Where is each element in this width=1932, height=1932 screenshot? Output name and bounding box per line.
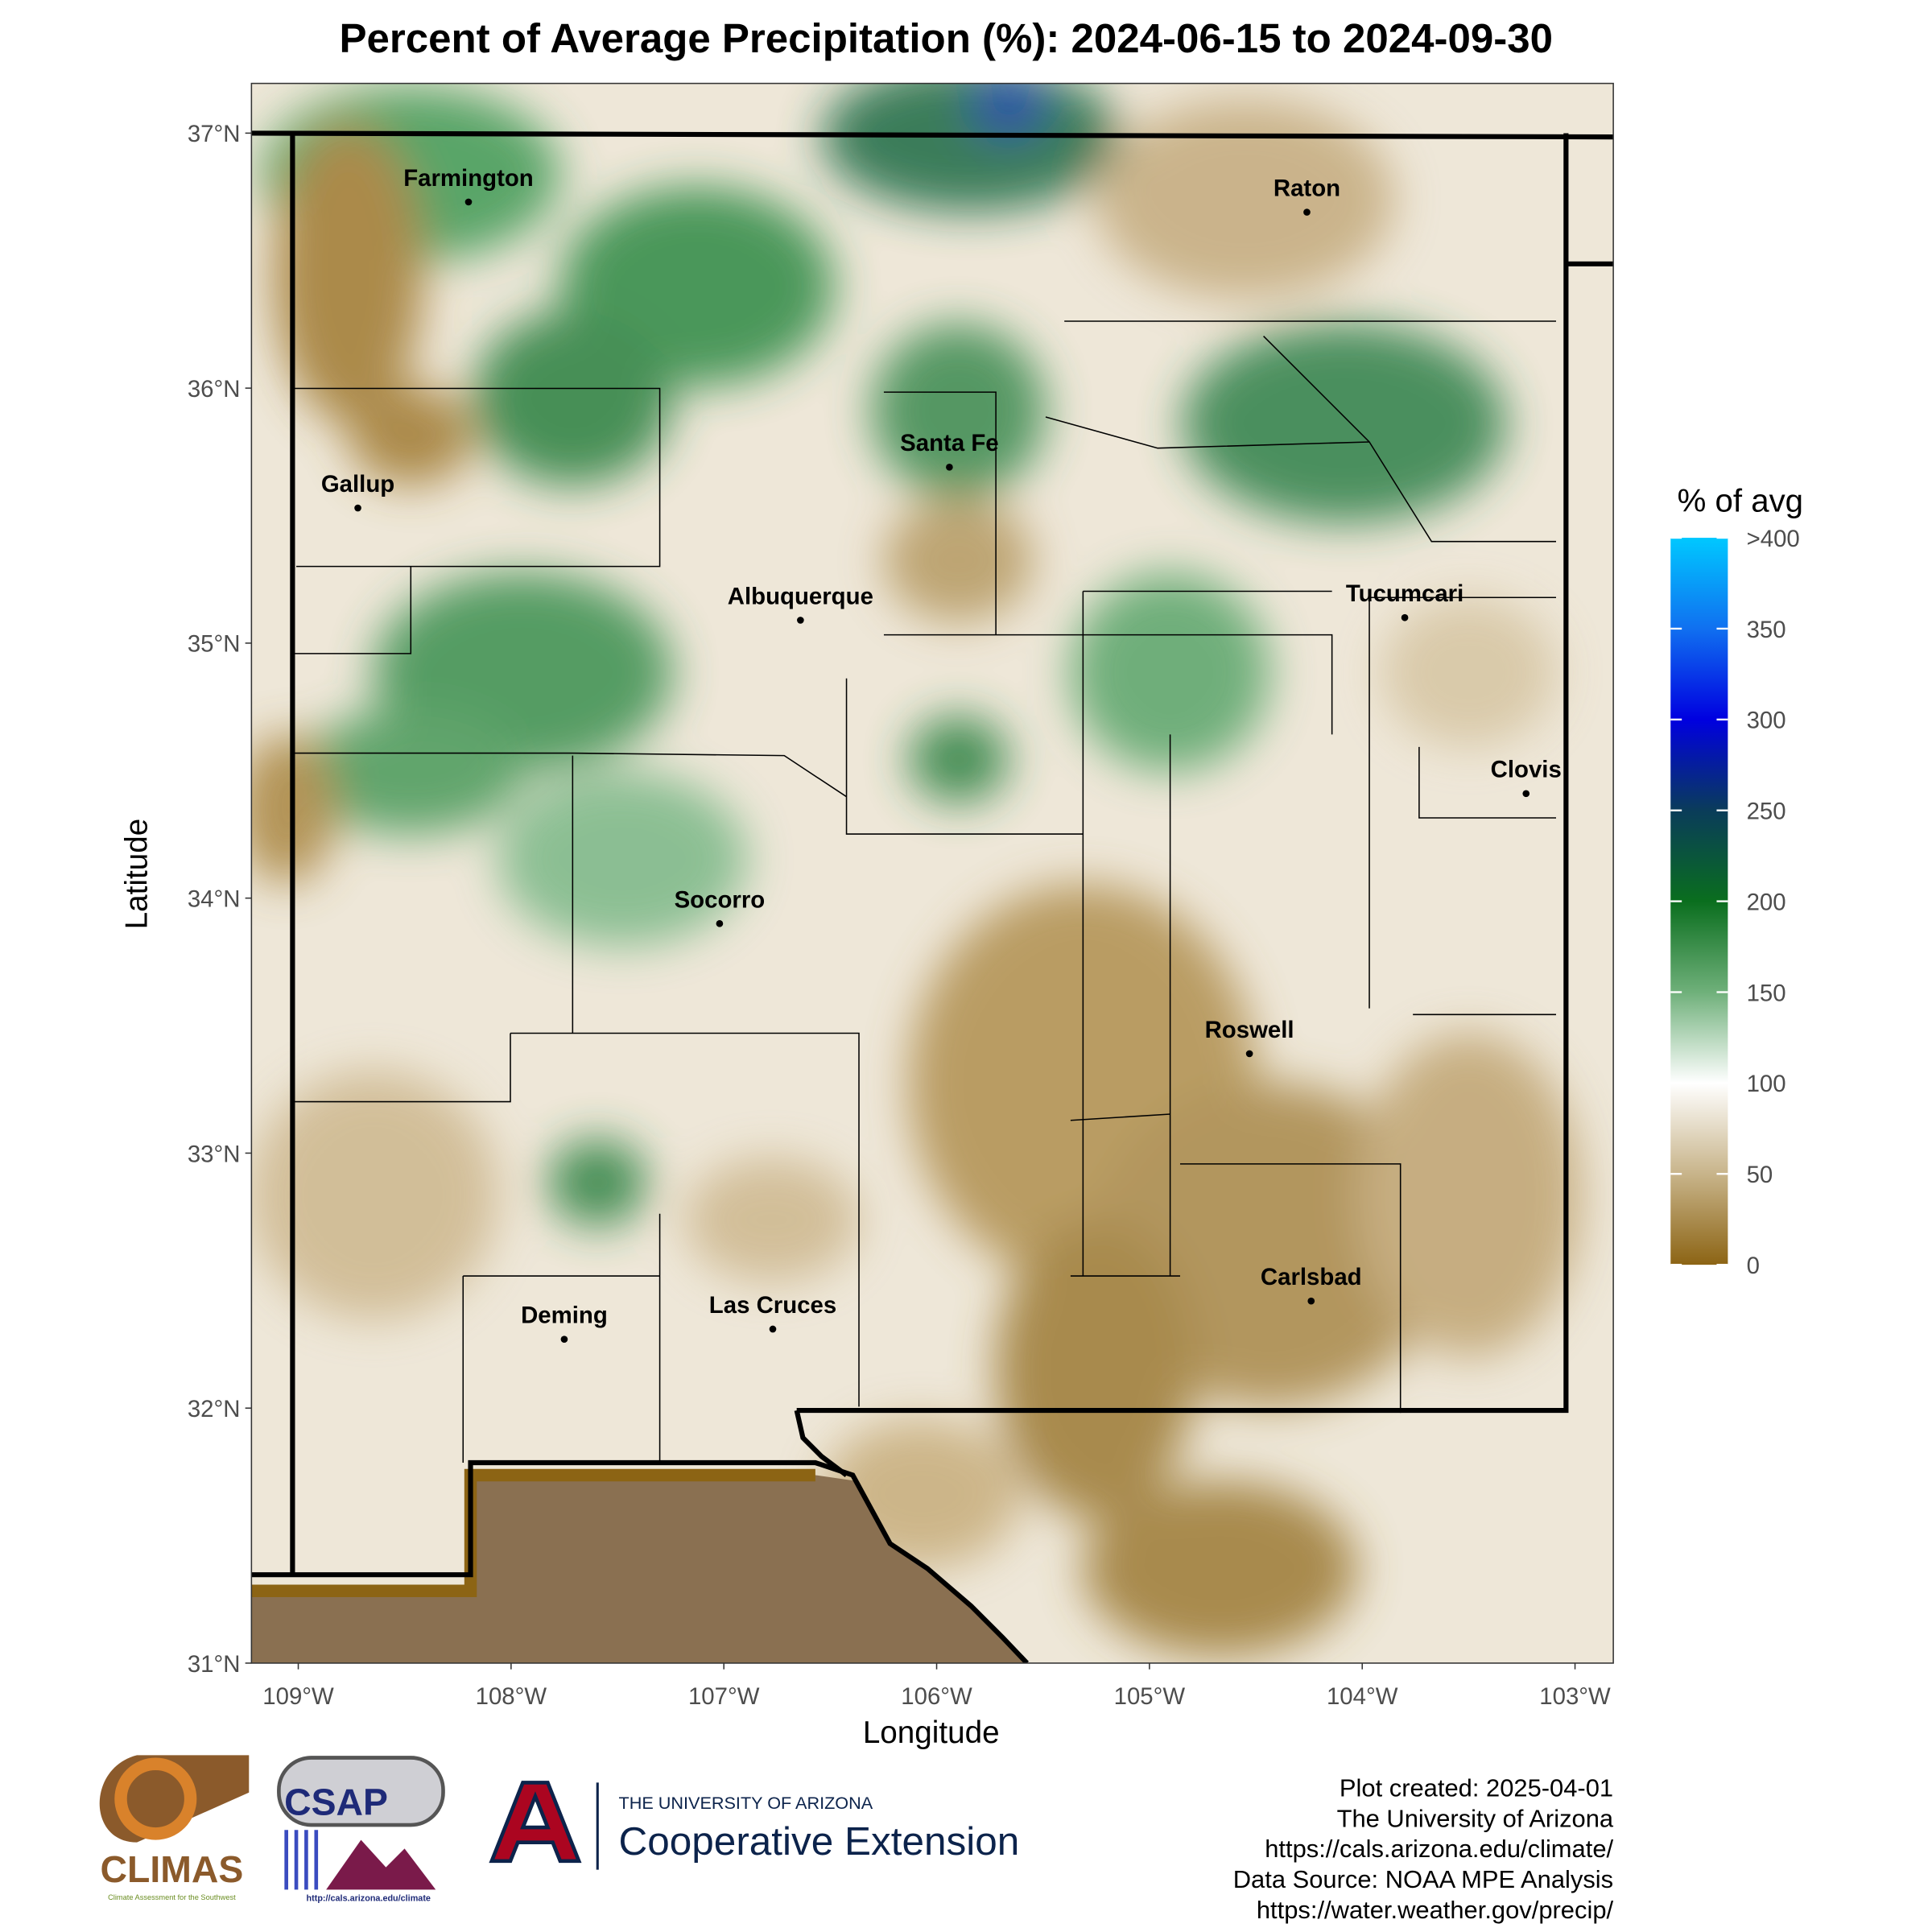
title: Percent of Average Precipitation (%): 20… <box>340 15 1553 61</box>
x-tick-label: 109°W <box>262 1683 334 1710</box>
legend-tick-label: 0 <box>1747 1253 1760 1279</box>
x-tick-label: 107°W <box>688 1683 760 1710</box>
city-label: Raton <box>1274 175 1340 201</box>
legend-tick-label: 200 <box>1747 889 1786 915</box>
logos: CLIMAS Climate Assessment for the Southw… <box>99 1755 1020 1903</box>
climas-logo: CLIMAS <box>101 1848 244 1890</box>
legend-tick-label: 50 <box>1747 1162 1773 1188</box>
csap-url: http://cals.arizona.edu/climate <box>307 1893 431 1903</box>
city-label: Deming <box>521 1302 608 1329</box>
extension-name: Cooperative Extension <box>619 1819 1020 1864</box>
city-point <box>797 617 804 624</box>
city-label: Las Cruces <box>709 1292 836 1319</box>
legend-tick-label: 250 <box>1747 799 1786 825</box>
city-point <box>1401 613 1409 621</box>
x-tick-label: 106°W <box>901 1683 972 1710</box>
city-label: Farmington <box>403 165 534 192</box>
y-tick-label: 34°N <box>188 886 241 913</box>
city-point <box>769 1325 777 1333</box>
city-point <box>1303 208 1311 216</box>
city-label: Socorro <box>675 886 766 913</box>
y-tick-label: 36°N <box>188 376 241 402</box>
footer-line: Plot created: 2025-04-01 <box>1340 1773 1613 1802</box>
csap-logo: CSAP <box>284 1781 388 1823</box>
footer-line: https://water.weather.gov/precip/ <box>1257 1896 1614 1924</box>
x-tick-label: 103°W <box>1539 1683 1611 1710</box>
city-label: Carlsbad <box>1261 1264 1362 1290</box>
y-tick-label: 32°N <box>188 1396 241 1422</box>
panel-border <box>250 82 1614 1664</box>
city-point <box>560 1335 568 1344</box>
legend-tick-label: 350 <box>1747 617 1786 643</box>
x-tick-label: 108°W <box>476 1683 547 1710</box>
y-tick-label: 31°N <box>188 1651 241 1678</box>
y-tick-label: 35°N <box>188 631 241 658</box>
legend-tick-label: 300 <box>1747 708 1786 734</box>
x-tick-label: 105°W <box>1114 1683 1186 1710</box>
footer-line: Data Source: NOAA MPE Analysis <box>1233 1865 1613 1893</box>
city-label: Santa Fe <box>900 430 998 456</box>
x-tick-label: 104°W <box>1327 1683 1398 1710</box>
city-point <box>1245 1050 1253 1058</box>
y-axis-label: Latitude <box>119 819 154 930</box>
city-label: Roswell <box>1205 1017 1294 1043</box>
city-point <box>354 504 361 512</box>
legend-title: % of avg <box>1678 483 1803 519</box>
climas-sub: Climate Assessment for the Southwest <box>108 1893 236 1901</box>
precip-field <box>251 83 1614 1663</box>
y-tick-label: 37°N <box>188 121 241 147</box>
ua-name: THE UNIVERSITY OF ARIZONA <box>619 1793 873 1813</box>
city-point <box>1522 790 1530 798</box>
city-point <box>946 464 953 471</box>
city-label: Tucumcari <box>1346 580 1463 607</box>
city-point <box>1307 1297 1315 1305</box>
y-tick-label: 33°N <box>188 1141 241 1167</box>
city-label: Clovis <box>1491 757 1562 783</box>
footer-line: The University of Arizona <box>1337 1804 1614 1832</box>
footer-line: https://cals.arizona.edu/climate/ <box>1265 1835 1613 1863</box>
city-point <box>716 920 724 927</box>
city-label: Gallup <box>321 471 394 497</box>
city-point <box>464 198 473 206</box>
city-label: Albuquerque <box>728 583 873 609</box>
x-axis-label: Longitude <box>863 1715 1000 1750</box>
legend-tick-label: 150 <box>1747 980 1786 1006</box>
legend-tick-label: 100 <box>1747 1071 1786 1097</box>
legend-tick-label: >400 <box>1747 526 1800 552</box>
